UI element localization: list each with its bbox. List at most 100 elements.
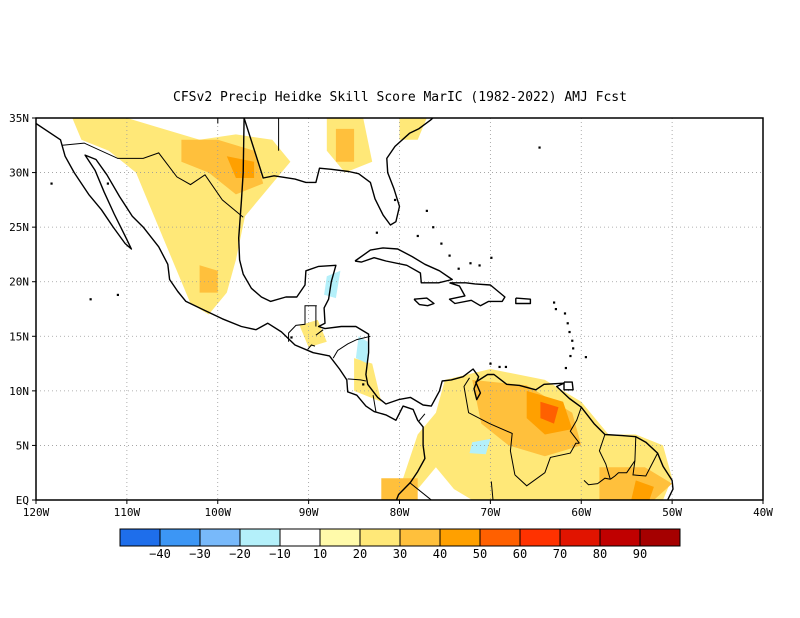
latitude-axis: EQ 5N 10N 15N 20N 25N 30N 35N [9, 112, 36, 507]
skill-region-3 [199, 265, 218, 293]
lat-tick-label: 35N [9, 112, 29, 125]
skill-region-2 [226, 156, 255, 178]
colorbar-label: −10 [269, 547, 291, 561]
colorbar-swatch [439, 528, 481, 547]
border-line-6 [347, 378, 366, 382]
skill-region-7 [399, 118, 427, 140]
border-line-12 [583, 477, 611, 486]
border-line-7 [372, 395, 377, 412]
island-mark [469, 262, 472, 265]
lat-tick-label: 30N [9, 167, 29, 180]
colorbar-swatch [519, 528, 561, 547]
colorbar-swatch [599, 528, 641, 547]
country-borders [62, 118, 659, 500]
skill-region-17 [324, 270, 341, 299]
border-line-13 [610, 436, 637, 480]
colorbar-label: 90 [633, 547, 647, 561]
border-line-14 [598, 434, 611, 480]
skill-region-15 [631, 480, 654, 500]
coastline-3 [354, 247, 453, 284]
lat-tick-label: 20N [9, 276, 29, 289]
islands [50, 146, 587, 386]
skill-score-shading [72, 118, 673, 500]
lon-tick-label: 100W [205, 506, 232, 519]
colorbar-label: 10 [313, 547, 327, 561]
border-line-10 [514, 442, 580, 487]
colorbar-label: 60 [513, 547, 527, 561]
coastline-1 [237, 118, 674, 500]
coastline-4 [448, 282, 506, 307]
island-mark [478, 264, 481, 267]
lat-tick-label: 25N [9, 221, 29, 234]
lat-tick-label: EQ [16, 494, 29, 507]
skill-region-13 [540, 401, 559, 424]
colorbar-label: −40 [149, 547, 171, 561]
island-mark [116, 293, 119, 297]
lon-tick-label: 50W [662, 506, 682, 519]
skill-region-4 [154, 194, 191, 239]
colorbar-legend: −40 −30 −20 −10 10 20 30 40 50 60 70 80 90 [119, 528, 681, 561]
colorbar-label: 80 [593, 547, 607, 561]
lon-tick-label: 110W [114, 506, 141, 519]
border-line-0 [62, 142, 244, 218]
lat-tick-label: 10N [9, 385, 29, 398]
colorbar-label: 30 [393, 547, 407, 561]
coastline-5 [413, 297, 435, 307]
map-title: CFSv2 Precip Heidke Skill Score MarIC (1… [173, 90, 627, 105]
lat-tick-label: 15N [9, 330, 29, 343]
island-mark [563, 312, 567, 315]
border-line-15 [632, 452, 659, 477]
longitude-axis: 120W 110W 100W 90W 80W 70W 60W 50W 40W [23, 500, 773, 519]
colorbar-label: −30 [189, 547, 211, 561]
colorbar-swatch [199, 528, 241, 547]
island-mark [504, 365, 508, 369]
colorbar-swatch [119, 528, 161, 547]
island-mark [564, 366, 568, 370]
colorbar-label: 40 [433, 547, 447, 561]
border-line-11 [569, 407, 582, 444]
lon-tick-label: 80W [390, 506, 410, 519]
colorbar-swatch [279, 528, 321, 547]
island-mark [571, 339, 574, 342]
island-mark [50, 182, 53, 185]
colorbar-swatch [639, 528, 681, 547]
island-mark [568, 330, 571, 334]
colorbar-label: 70 [553, 547, 567, 561]
coastline-6 [515, 297, 532, 305]
lat-tick-label: 5N [16, 439, 29, 452]
island-mark [416, 234, 419, 238]
island-mark [490, 256, 493, 259]
island-mark [584, 356, 587, 359]
island-mark [566, 322, 569, 325]
coastlines [36, 118, 674, 500]
colorbar-swatch [479, 528, 521, 547]
border-line-8 [418, 413, 426, 422]
colorbar-swatch [359, 528, 401, 547]
border-line-16 [490, 481, 494, 500]
island-mark [457, 267, 460, 270]
coastline-2 [243, 118, 434, 226]
map-plot-area [36, 118, 763, 500]
lon-tick-label: 120W [23, 506, 50, 519]
island-mark [106, 182, 109, 185]
colorbar-label: −20 [229, 547, 251, 561]
colorbar-label: 50 [473, 547, 487, 561]
island-mark [375, 231, 378, 234]
lon-tick-label: 90W [299, 506, 319, 519]
island-mark [569, 354, 572, 358]
skill-region-19 [469, 438, 491, 455]
colorbar-swatch [159, 528, 201, 547]
border-line-5 [332, 335, 371, 359]
skill-region-6 [335, 128, 355, 162]
lon-tick-label: 60W [571, 506, 591, 519]
island-mark [498, 365, 501, 369]
island-mark [552, 301, 556, 304]
island-mark [538, 146, 541, 149]
coastline-7 [563, 381, 574, 391]
island-mark [448, 254, 451, 257]
lon-tick-label: 40W [753, 506, 773, 519]
colorbar-label: 20 [353, 547, 367, 561]
island-mark [572, 347, 575, 350]
skill-region-16 [381, 478, 418, 500]
